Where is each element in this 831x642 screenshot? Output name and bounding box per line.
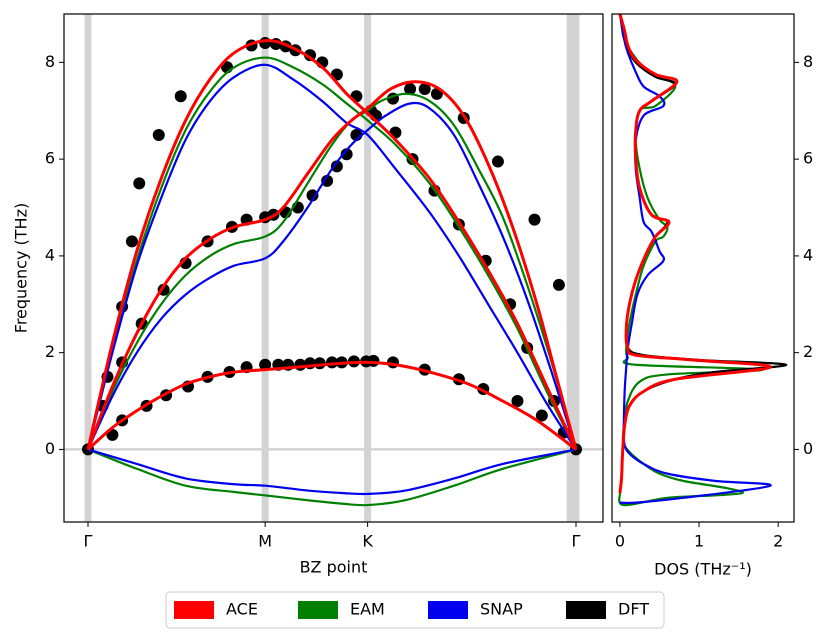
ytick-label-0: 0 xyxy=(45,439,55,458)
xtick-label-3: Γ xyxy=(572,532,581,551)
dos-ytick-label-6: 6 xyxy=(803,149,813,168)
dft-marker-6 xyxy=(152,128,165,141)
legend-swatch-ace xyxy=(174,601,214,619)
dos-ytick-label-4: 4 xyxy=(803,245,813,264)
dos-ytick-label-2: 2 xyxy=(803,342,813,361)
ytick-label-2: 2 xyxy=(45,342,55,361)
dft-marker-41 xyxy=(330,160,343,173)
legend-label-dft: DFT xyxy=(618,600,649,619)
xtick-label-2: K xyxy=(362,532,373,551)
dft-marker-50 xyxy=(491,155,504,168)
dispersion-curves xyxy=(82,37,582,507)
dos-xtick-label-2: 2 xyxy=(773,532,783,551)
ace-branch-1 xyxy=(86,80,578,450)
dispersion-plot: 0 2 4 6 8 Γ M K Γ BZ point Frequency (THz) xyxy=(12,13,604,577)
legend-swatch-dft xyxy=(566,601,606,619)
legend-label-ace: ACE xyxy=(226,600,258,619)
dos-ytick-label-8: 8 xyxy=(803,52,813,71)
legend-label-eam: EAM xyxy=(350,600,385,619)
dft-marker-4 xyxy=(125,235,138,248)
eam-branch-0 xyxy=(86,56,577,450)
xtick-label-0: Γ xyxy=(84,532,93,551)
snap-branch-1 xyxy=(87,101,578,450)
dft-marker-5 xyxy=(133,177,146,190)
dos-curves xyxy=(618,14,788,507)
dft-marker-10 xyxy=(259,37,272,50)
dft-marker-42 xyxy=(340,148,353,161)
dft-marker-39 xyxy=(306,189,319,202)
left-axes-frame xyxy=(63,13,604,523)
legend-swatch-eam xyxy=(298,601,338,619)
y-axis-title: Frequency (THz) xyxy=(12,203,31,333)
ytick-label-8: 8 xyxy=(45,52,55,71)
snap-branch-0 xyxy=(86,63,577,451)
dos-xtick-label-0: 0 xyxy=(615,532,625,551)
dos-plot: 0 2 4 6 8 0 1 2 DOS (THz⁻¹) xyxy=(611,13,813,579)
dft-marker-40 xyxy=(321,174,334,187)
snap-branch-2 xyxy=(87,448,577,496)
gridlines xyxy=(64,14,603,522)
dos-xtick-label-1: 1 xyxy=(694,532,704,551)
ytick-label-4: 4 xyxy=(45,245,55,264)
legend: ACE EAM SNAP DFT xyxy=(165,591,665,629)
dos-ace-curve xyxy=(618,14,772,494)
dos-x-axis-title: DOS (THz⁻¹) xyxy=(654,560,752,579)
xtick-label-1: M xyxy=(258,532,272,551)
x-axis-title: BZ point xyxy=(300,558,368,577)
dft-marker-7 xyxy=(174,90,187,103)
dft-marker-51 xyxy=(528,213,541,226)
eam-branch-2 xyxy=(87,448,577,507)
legend-label-snap: SNAP xyxy=(480,600,523,619)
dft-marker-60 xyxy=(259,358,272,371)
dft-marker-75 xyxy=(511,395,524,408)
dft-marker-52 xyxy=(552,278,565,291)
right-axes-frame xyxy=(611,13,795,523)
legend-swatch-snap xyxy=(428,601,468,619)
dos-ytick-label-0: 0 xyxy=(803,439,813,458)
legend-box xyxy=(165,591,665,629)
dft-marker-76 xyxy=(535,409,548,422)
ace-branch-0 xyxy=(86,39,578,451)
dft-marker-46 xyxy=(404,82,417,95)
dos-eam-curve xyxy=(618,14,764,507)
ace-branch-2 xyxy=(87,360,577,451)
dft-marker-47 xyxy=(418,82,431,95)
ytick-label-6: 6 xyxy=(45,149,55,168)
